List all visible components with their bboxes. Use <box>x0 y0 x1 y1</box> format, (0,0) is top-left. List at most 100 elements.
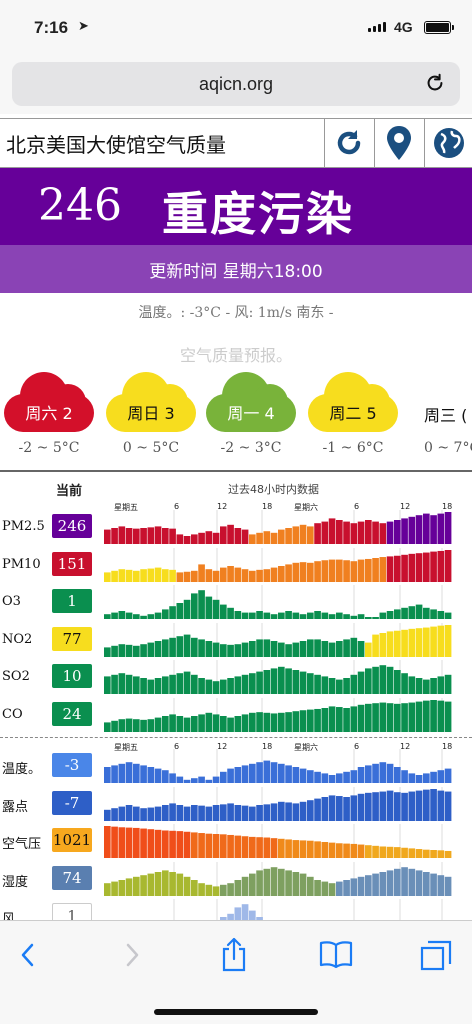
spark-bar <box>111 807 118 821</box>
spark-bar <box>147 679 155 694</box>
forecast-temp: -2 ~ 5°C <box>18 440 80 456</box>
spark-bar <box>169 802 176 821</box>
forecast-day-label: 周二 5 <box>329 404 377 423</box>
reload-icon[interactable] <box>424 72 446 94</box>
spark-bar <box>125 877 133 896</box>
spark-bar <box>183 876 191 896</box>
spark-bar <box>154 806 162 821</box>
spark-bar <box>270 712 278 732</box>
spark-bar <box>379 846 387 858</box>
spark-bar <box>415 701 423 732</box>
spark-bar <box>256 671 263 694</box>
spark-bar <box>285 801 292 821</box>
spark-bar <box>292 840 300 858</box>
spark-bar <box>154 829 162 858</box>
spark-bar <box>314 674 321 694</box>
status-time: 7:16 <box>34 18 69 37</box>
tabs-button[interactable] <box>416 935 456 975</box>
location-button[interactable] <box>374 119 422 167</box>
spark-bar <box>176 603 184 619</box>
weather-summary: 温度。: -3°C - 风: 1m/s 南东 - <box>138 305 334 321</box>
forecast-title: 空气质量预报。 <box>179 346 292 365</box>
spark-bar <box>299 524 307 544</box>
spark-bar <box>104 809 111 821</box>
spark-bar <box>147 873 155 896</box>
spark-bar <box>321 640 329 657</box>
row-label: 湿度 <box>2 874 29 890</box>
spark-bar <box>118 806 126 821</box>
spark-bar <box>386 763 394 783</box>
spark-bar <box>140 678 147 694</box>
spark-bar <box>357 640 365 657</box>
spark-bar <box>386 869 394 896</box>
spark-bar <box>212 532 220 544</box>
spark-bar <box>321 796 329 821</box>
row-label: O3 <box>2 594 21 609</box>
spark-bar <box>307 770 314 783</box>
spark-bar <box>198 638 205 657</box>
row-湿度: 湿度 74 <box>0 860 472 898</box>
spark-bar <box>270 668 278 694</box>
time-tick: 星期六 <box>294 503 318 512</box>
spark-bar <box>343 796 350 821</box>
spark-bar <box>292 670 300 694</box>
spark-bar <box>111 826 118 858</box>
forecast-temp: -1 ~ 6°C <box>322 440 384 456</box>
spark-bar <box>227 524 234 544</box>
spark-bar <box>176 715 184 732</box>
spark-bar <box>437 550 445 582</box>
share-button[interactable] <box>214 935 254 975</box>
spark-bar <box>147 718 155 732</box>
back-button[interactable] <box>8 935 48 975</box>
spark-bar <box>133 645 140 657</box>
spark-bar <box>299 768 307 783</box>
spark-bar <box>125 674 133 694</box>
spark-bar <box>307 799 314 821</box>
spark-bar <box>125 804 133 821</box>
spark-bar <box>285 611 292 619</box>
spark-bar <box>321 707 329 732</box>
status-bar: 7:16 ➤ 4G <box>0 0 472 56</box>
spark-bar <box>365 765 372 783</box>
spark-bar <box>444 624 452 657</box>
spark-bar <box>220 679 227 694</box>
spark-bar <box>444 674 452 694</box>
spark-bar <box>249 673 256 694</box>
spark-bar <box>423 607 430 619</box>
spark-bar <box>401 847 408 858</box>
spark-bar <box>386 611 394 619</box>
sparkline <box>104 660 452 694</box>
spark-bar <box>270 532 278 544</box>
spark-bar <box>176 804 184 821</box>
time-axis-weather: 星期五 6 12 18 星期六 6 12 18 <box>104 742 452 756</box>
spark-bar <box>350 560 358 582</box>
home-indicator <box>154 1009 318 1015</box>
spark-bar <box>321 612 329 619</box>
spark-bar <box>357 559 365 582</box>
spark-bar <box>307 638 314 657</box>
spark-bar <box>241 674 249 694</box>
spark-bar <box>321 773 329 783</box>
spark-bar <box>176 534 184 544</box>
spark-bar <box>357 767 365 783</box>
spark-bar <box>147 568 155 582</box>
bookmarks-button[interactable] <box>316 935 356 975</box>
spark-bar <box>183 571 191 582</box>
address-bar[interactable]: aqicn.org <box>12 62 460 106</box>
spark-bar <box>372 873 379 896</box>
forward-button[interactable] <box>112 935 152 975</box>
spark-bar <box>118 879 126 896</box>
sparkline <box>104 861 452 896</box>
spark-bar <box>408 868 416 896</box>
spark-bar <box>104 767 111 783</box>
spark-bar <box>212 834 220 858</box>
spark-bar <box>365 558 372 582</box>
spark-bar <box>394 847 401 858</box>
spark-bar <box>423 789 430 821</box>
spark-bar <box>314 879 321 896</box>
spark-bar <box>241 805 249 821</box>
globe-button[interactable] <box>424 119 472 167</box>
spark-bar <box>444 612 452 619</box>
refresh-button[interactable] <box>324 119 372 167</box>
spark-bar <box>212 681 220 694</box>
